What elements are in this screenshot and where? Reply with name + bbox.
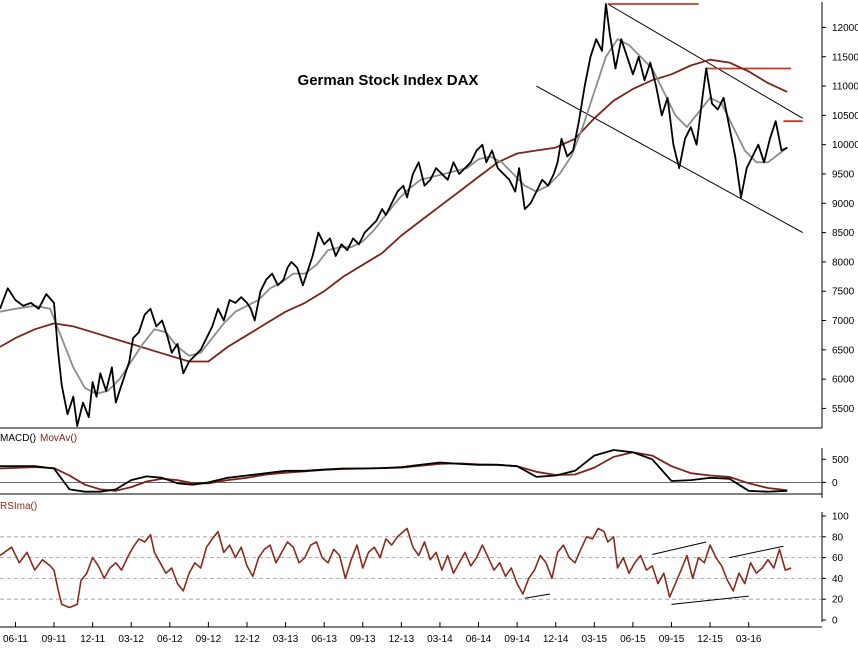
rsi-y-tick-label: 80	[832, 532, 844, 543]
macd-legend-label: MACD()	[0, 433, 36, 444]
x-tick-label: 12-14	[543, 634, 569, 645]
price-y-tick-label: 12000	[832, 23, 858, 34]
price-y-tick-label: 9000	[832, 199, 855, 210]
macd-y-tick-label: 500	[832, 455, 849, 466]
x-tick-label: 12-11	[80, 634, 105, 645]
x-tick-label: 09-12	[196, 634, 222, 645]
price-series	[0, 3, 788, 427]
x-tick-label: 06-13	[311, 634, 337, 645]
price-y-tick-label: 9500	[832, 169, 855, 180]
x-tick-label: 06-11	[3, 634, 28, 645]
x-tick-labels: 06-11 09-11 12-11 03-12 06-12 09-12 12-12 03-13…	[3, 622, 762, 645]
macd-line	[0, 449, 788, 493]
x-tick-label: 09-14	[504, 634, 530, 645]
macd-y-tick-label: 0	[832, 478, 838, 489]
chart-title: German Stock Index DAX	[298, 72, 479, 89]
x-tick-label: 09-15	[659, 634, 685, 645]
movav-legend-label: MovAv()	[40, 433, 77, 444]
long-moving-average-line	[0, 58, 788, 363]
price-y-tick-label: 6000	[832, 375, 855, 386]
x-tick-label: 03-14	[427, 634, 453, 645]
rsi-y-tick-label: 60	[832, 553, 844, 564]
price-panel: 5500 6000 6500 7000 7500 8000 8500 9000 9500 1000…	[0, 2, 858, 428]
x-tick-label: 12-12	[234, 634, 260, 645]
price-y-tick-label: 10500	[832, 111, 858, 122]
x-tick-label: 12-13	[389, 634, 415, 645]
x-tick-label: 03-15	[582, 634, 608, 645]
price-y-ticks: 5500 6000 6500 7000 7500 8000 8500 9000 9500 1000…	[822, 23, 858, 415]
x-tick-label: 12-15	[697, 634, 723, 645]
price-y-tick-label: 7000	[832, 316, 855, 327]
price-line	[0, 3, 788, 427]
rsi-line	[0, 527, 792, 609]
x-tick-label: 03-13	[273, 634, 299, 645]
rsi-divergence-line	[671, 595, 749, 605]
macd-movav-line	[0, 451, 788, 492]
short-moving-average-line	[0, 38, 788, 395]
price-y-tick-label: 10000	[832, 140, 858, 151]
rsi-y-tick-label: 0	[832, 616, 838, 627]
rsi-series	[0, 527, 792, 609]
price-y-tick-label: 6500	[832, 345, 855, 356]
price-y-tick-label: 11000	[832, 82, 858, 93]
x-tick-label: 06-12	[157, 634, 183, 645]
macd-series	[0, 449, 822, 493]
price-y-tick-label: 5500	[832, 404, 855, 415]
x-tick-label: 09-13	[350, 634, 376, 645]
x-tick-label: 09-11	[42, 634, 67, 645]
price-y-tick-label: 7500	[832, 287, 855, 298]
macd-y-ticks: 0 500	[822, 455, 849, 489]
date-axis: 06-11 09-11 12-11 03-12 06-12 09-12 12-12 03-13…	[0, 622, 822, 645]
rsi-divergence-line	[652, 541, 707, 555]
price-y-tick-label: 8000	[832, 257, 855, 268]
price-y-tick-label: 11500	[832, 52, 858, 63]
rsi-divergence-line	[524, 593, 550, 599]
x-tick-label: 06-14	[466, 634, 492, 645]
rsi-y-tick-label: 100	[832, 512, 849, 523]
x-tick-label: 03-12	[118, 634, 144, 645]
macd-panel: MACD() MovAv() 0 500	[0, 427, 849, 498]
rsi-divergence-line	[729, 545, 784, 559]
rsi-y-ticks: 0 20 40 60 80 100	[0, 512, 849, 627]
x-tick-label: 06-15	[620, 634, 646, 645]
rsi-y-tick-label: 20	[832, 595, 844, 606]
rsi-panel: RSIma() 0 20 40 60 80 100	[0, 493, 849, 627]
price-y-tick-label: 8500	[832, 228, 855, 239]
rsi-y-tick-label: 40	[832, 574, 844, 585]
rsi-legend-label: RSIma()	[0, 501, 37, 512]
x-tick-label: 03-16	[736, 634, 762, 645]
